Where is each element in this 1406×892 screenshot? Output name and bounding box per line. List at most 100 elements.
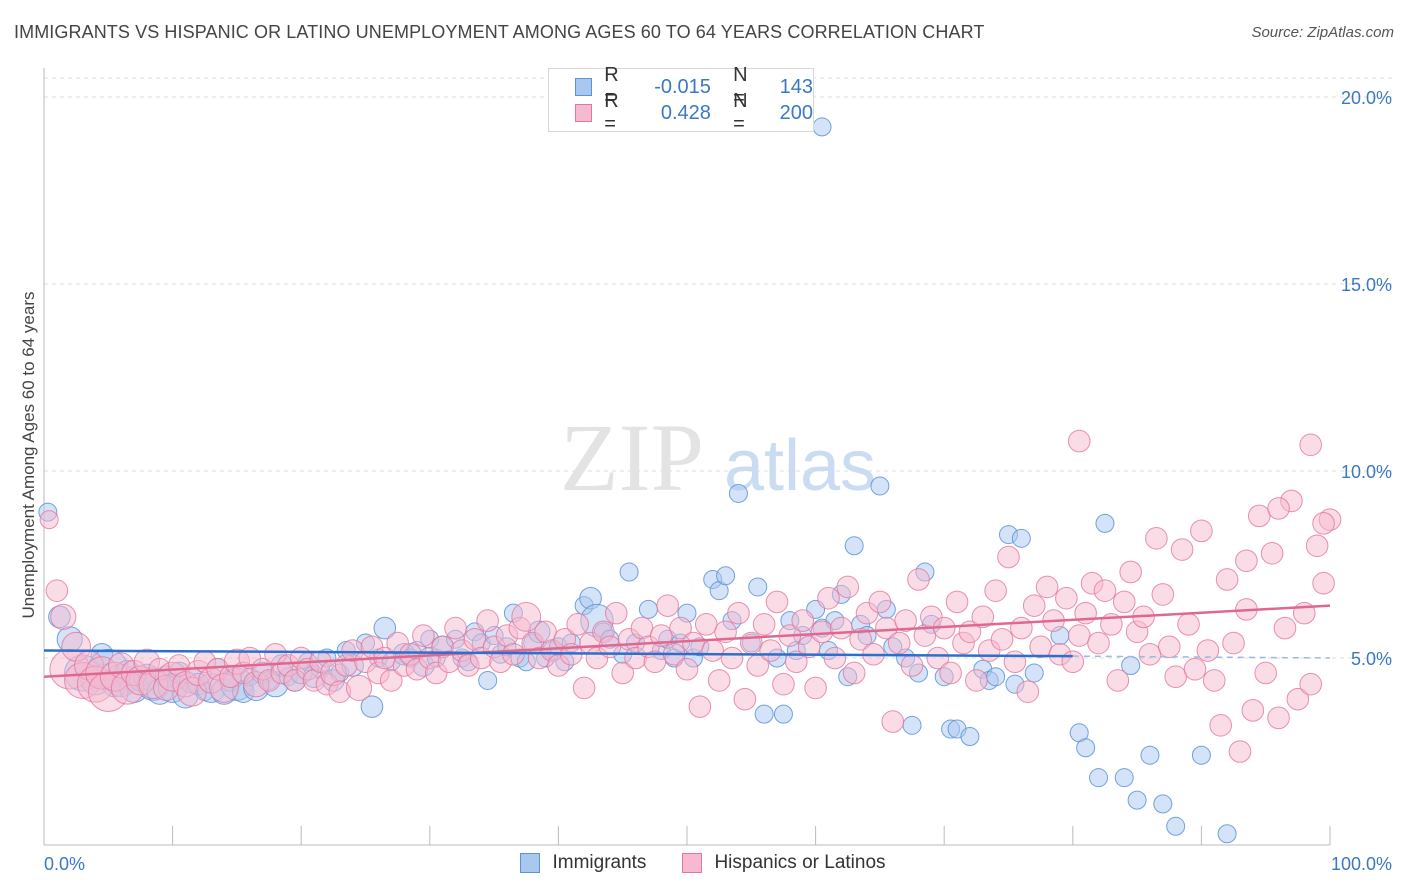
hispanics-point — [511, 601, 542, 632]
hispanics-point — [1241, 699, 1265, 722]
hispanics-point — [1273, 616, 1297, 640]
immigrants-point — [1166, 816, 1186, 836]
hispanics-point — [1299, 433, 1323, 457]
legend-n-value: 200 — [779, 101, 813, 124]
hispanics-point — [694, 613, 718, 636]
hispanics-point — [1177, 613, 1200, 636]
immigrants-point — [1114, 768, 1134, 788]
hispanics-point — [1260, 541, 1284, 565]
immigrants-point — [960, 727, 980, 747]
hispanics-point — [1003, 650, 1027, 674]
hispanics-point — [926, 646, 950, 670]
hispanics-point — [1286, 687, 1310, 711]
hispanics-point — [1035, 575, 1059, 599]
hispanics-point — [1190, 519, 1213, 543]
immigrants-point — [754, 704, 774, 724]
hispanics-point — [1145, 527, 1168, 550]
y-tick-label: 20.0% — [1341, 88, 1392, 108]
hispanics-point — [1222, 631, 1245, 655]
hispanics-point — [907, 568, 930, 591]
legend-item-immigrants[interactable]: Immigrants — [520, 852, 646, 874]
hispanics-point — [1183, 657, 1207, 681]
hispanics-point — [887, 631, 911, 655]
hispanics-point — [939, 661, 962, 685]
hispanics-point — [990, 628, 1014, 651]
hispanics-point — [379, 669, 403, 692]
hispanics-point — [965, 669, 988, 692]
source-label: Source: ZipAtlas.com — [1251, 24, 1394, 41]
hispanics-point — [1312, 512, 1335, 535]
legend-r-value: -0.015 — [654, 75, 711, 98]
hispanics-point — [50, 603, 77, 630]
legend-n-value: 143 — [779, 75, 813, 98]
immigrants-point — [773, 704, 793, 724]
immigrants-trend-line — [43, 649, 1073, 658]
hispanics-point — [701, 639, 725, 662]
immigrants-point — [1076, 738, 1096, 758]
immigrants-point — [373, 616, 397, 640]
y-axis-label: Unemployment Among Ages 60 to 64 years — [19, 292, 38, 619]
immigrants-trend-extension — [1072, 655, 1331, 659]
hispanics-point — [675, 657, 699, 681]
legend-item-hispanics[interactable]: Hispanics or Latinos — [682, 852, 886, 874]
hispanics-point — [1157, 635, 1181, 659]
series-legend: Immigrants Hispanics or Latinos — [0, 852, 1406, 874]
axes — [43, 68, 1331, 846]
immigrants-point — [902, 715, 922, 735]
hispanics-point — [1170, 538, 1194, 561]
hispanics-point — [1022, 594, 1046, 617]
immigrants-point — [1127, 790, 1147, 810]
hispanics-point — [836, 575, 860, 599]
hispanics-point — [1119, 560, 1142, 584]
hispanics-point — [476, 609, 499, 632]
hispanics-point — [1106, 669, 1130, 692]
y-tick-label: 5.0% — [1351, 649, 1392, 669]
hispanics-point — [1209, 714, 1232, 737]
hispanics-point — [611, 661, 635, 685]
legend-r-label: R = — [604, 90, 619, 135]
hispanics-point — [752, 613, 776, 636]
hispanics-point — [1267, 497, 1290, 520]
hispanics-point — [1312, 571, 1335, 595]
immigrants-point — [870, 476, 890, 496]
immigrants-point — [1095, 513, 1115, 533]
hispanics-point — [1029, 635, 1052, 659]
immigrants-point — [844, 536, 864, 556]
legend-n-label: N = — [733, 90, 748, 135]
hispanics-point — [1016, 680, 1040, 703]
hispanics-point — [823, 646, 847, 670]
hispanics-point — [566, 613, 589, 636]
hispanics-point — [727, 601, 750, 625]
hispanics-point — [900, 654, 924, 677]
immigrants-point — [1191, 745, 1211, 765]
immigrants-point — [812, 117, 832, 137]
immigrants-point — [1089, 768, 1109, 788]
watermark: ZIP atlas — [560, 404, 876, 511]
immigrants-point — [638, 599, 658, 619]
hispanics-point — [984, 579, 1007, 602]
hispanics-point — [868, 590, 892, 614]
hispanics-point — [1254, 661, 1277, 685]
hispanics-point — [772, 672, 795, 696]
immigrants-point — [1140, 745, 1160, 765]
immigrants-point — [716, 566, 736, 586]
hispanics-point — [643, 650, 667, 674]
immigrants-point — [748, 577, 768, 597]
hispanics-point — [649, 624, 673, 647]
hispanics-point — [997, 545, 1020, 569]
hispanics-point — [1299, 672, 1323, 696]
hispanics-point — [688, 695, 712, 718]
hispanics-point — [945, 590, 969, 614]
legend-r-label: R = — [604, 64, 619, 109]
hispanics-point — [1138, 642, 1162, 666]
hispanics-point — [1055, 586, 1078, 610]
hispanics-point — [1196, 639, 1220, 662]
hispanics-point — [842, 661, 866, 685]
hispanics-point — [656, 594, 680, 617]
hispanics-point — [1093, 579, 1117, 602]
immigrants-point — [1011, 528, 1031, 548]
trend-lines — [43, 604, 1331, 678]
hispanics-point — [740, 631, 763, 655]
hispanics-point — [720, 646, 744, 670]
